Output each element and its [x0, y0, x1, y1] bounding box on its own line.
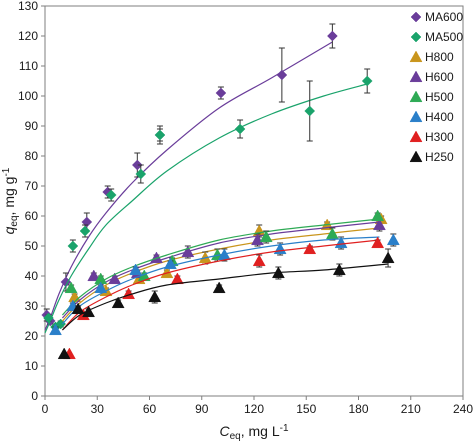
data-point-h250 — [271, 266, 285, 279]
legend-marker-h250 — [409, 150, 423, 163]
data-point-h500 — [371, 209, 385, 222]
legend-marker-ma500 — [410, 31, 422, 43]
legend-label-h600: H600 — [425, 70, 454, 84]
x-tick-label: 150 — [296, 402, 316, 416]
x-tick-label: 90 — [195, 402, 209, 416]
series-ma500 — [43, 68, 373, 334]
data-point-h250 — [71, 302, 85, 315]
data-point-h250 — [82, 305, 95, 318]
data-point-h300 — [303, 242, 317, 255]
series-h250 — [57, 248, 395, 360]
data-point-ma500 — [234, 123, 246, 135]
data-point-ma600 — [327, 30, 338, 42]
y-tick-label: 0 — [31, 389, 38, 403]
data-point-h250 — [212, 281, 226, 294]
legend-label-h250: H250 — [425, 150, 454, 164]
y-tick-label: 30 — [25, 299, 39, 313]
data-point-h400 — [386, 233, 400, 246]
data-point-h400 — [49, 323, 62, 336]
data-point-h250 — [111, 296, 125, 309]
y-tick-label: 20 — [25, 329, 39, 343]
legend-marker-h300 — [409, 130, 423, 143]
data-point-h600 — [181, 245, 195, 258]
data-point-h250 — [381, 251, 395, 264]
data-point-h300 — [371, 236, 385, 249]
data-point-h300 — [252, 254, 266, 267]
legend-marker-h500 — [409, 90, 423, 103]
y-tick-label: 50 — [25, 239, 39, 253]
y-axis-title: qeq, mg g-1 — [1, 167, 20, 234]
series-h400 — [49, 233, 400, 336]
y-tick-label: 80 — [25, 149, 39, 163]
data-point-h400 — [163, 257, 177, 270]
y-tick-label: 100 — [18, 89, 38, 103]
y-tick-label: 40 — [25, 269, 39, 283]
fit-curve-h800 — [61, 227, 380, 322]
fit-curve-h600 — [61, 221, 380, 319]
legend-label-ma600: MA600 — [425, 10, 463, 24]
data-point-ma600 — [276, 69, 288, 81]
legend-label-ma500: MA500 — [425, 30, 463, 44]
data-point-ma500 — [79, 225, 91, 237]
y-tick-label: 70 — [25, 179, 39, 193]
x-tick-label: 120 — [244, 402, 264, 416]
data-point-h600 — [372, 218, 386, 231]
data-point-ma600 — [215, 87, 227, 99]
legend-marker-h400 — [409, 110, 423, 123]
x-tick-label: 60 — [143, 402, 157, 416]
data-point-h300 — [170, 272, 184, 285]
data-point-ma500 — [154, 129, 166, 141]
y-tick-label: 90 — [25, 119, 39, 133]
x-axis-title: Ceq, mg L-1 — [219, 423, 288, 441]
x-tick-label: 0 — [42, 402, 49, 416]
fit-curve-ma500 — [44, 83, 368, 334]
y-tick-label: 110 — [19, 59, 38, 73]
legend-marker-h800 — [409, 50, 423, 63]
fit-curve-h500 — [61, 218, 380, 316]
legend-label-h300: H300 — [425, 130, 454, 144]
data-point-h500 — [259, 230, 273, 243]
y-tick-label: 60 — [25, 209, 39, 223]
data-point-h600 — [251, 233, 264, 246]
fit-curve-h400 — [61, 236, 380, 325]
data-point-h250 — [148, 290, 162, 303]
series-h500 — [61, 209, 385, 316]
legend-label-h800: H800 — [425, 50, 454, 64]
legend-label-h500: H500 — [425, 90, 454, 104]
y-tick-label: 120 — [18, 29, 38, 43]
plot-frame — [44, 5, 464, 397]
data-point-h600 — [87, 269, 101, 282]
series-ma600 — [41, 23, 338, 331]
data-point-h400 — [129, 263, 142, 276]
data-point-ma500 — [304, 105, 316, 117]
data-point-h500 — [64, 281, 78, 294]
series-h600 — [61, 218, 386, 319]
x-tick-label: 240 — [453, 402, 473, 416]
x-tick-label: 30 — [91, 402, 105, 416]
fit-curve-ma600 — [44, 41, 333, 331]
legend-label-h400: H400 — [425, 110, 454, 124]
y-tick-label: 10 — [25, 359, 39, 373]
x-tick-label: 210 — [401, 402, 421, 416]
data-point-ma500 — [135, 168, 147, 180]
y-tick-label: 130 — [18, 0, 38, 13]
data-point-h250 — [332, 263, 346, 276]
data-point-ma500 — [361, 75, 373, 87]
data-point-h600 — [108, 272, 122, 285]
legend-marker-h600 — [409, 70, 423, 83]
data-point-ma500 — [43, 312, 54, 324]
legend-marker-ma600 — [410, 11, 422, 23]
data-point-ma500 — [67, 240, 79, 252]
data-point-h400 — [334, 236, 348, 249]
x-tick-label: 180 — [348, 402, 368, 416]
data-point-ma500 — [105, 189, 117, 201]
data-point-ma600 — [131, 159, 143, 171]
data-point-h400 — [94, 281, 108, 294]
legend: MA600 MA500 H800 H600 H500 H400 H300 H250 — [409, 10, 463, 164]
data-point-h250 — [57, 347, 71, 360]
